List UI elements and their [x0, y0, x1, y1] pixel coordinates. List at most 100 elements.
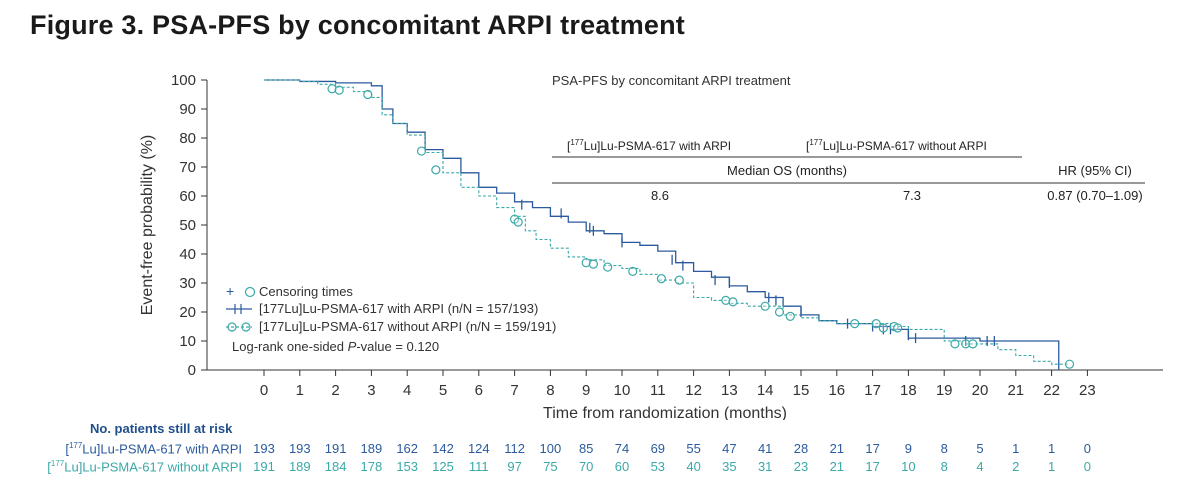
risk-value: 5: [976, 441, 984, 456]
censor-mark-without-arpi: [674, 275, 684, 285]
risk-value: 4: [976, 459, 984, 474]
risk-value: 8: [940, 441, 948, 456]
risk-value: 193: [288, 441, 311, 456]
risk-value: 2: [1012, 459, 1020, 474]
risk-value: 75: [543, 459, 558, 474]
censor-mark-without-arpi: [363, 89, 373, 100]
risk-value: 1: [1012, 441, 1020, 456]
x-tick-label: 19: [936, 382, 953, 399]
censor-mark-without-arpi: [603, 262, 613, 272]
censor-mark-without-arpi: [878, 323, 888, 333]
censor-mark-without-arpi: [850, 319, 860, 329]
risk-value: 124: [467, 441, 490, 456]
inset-hr-value: 0.87 (0.70–1.09): [1047, 188, 1142, 203]
risk-value: 21: [829, 441, 845, 456]
risk-value: 40: [686, 459, 701, 474]
censor-mark-without-arpi: [721, 295, 731, 305]
risk-value: 0: [1083, 459, 1091, 474]
legend-with-label: [177Lu]Lu-PSMA-617 with ARPI (n/N = 157/…: [259, 301, 538, 316]
y-axis-label: Event-free probability (%): [139, 135, 156, 316]
legend-without-marker-2: [241, 322, 251, 332]
risk-value: 9: [904, 441, 912, 456]
x-tick-label: 6: [475, 382, 483, 399]
censor-layer: [327, 84, 1075, 369]
risk-value: 21: [829, 459, 845, 474]
risk-value: 69: [650, 441, 666, 456]
legend-without-label: [177Lu]Lu-PSMA-617 without ARPI (n/N = 1…: [259, 319, 556, 334]
risk-value: 17: [865, 459, 880, 474]
risk-value: 100: [539, 441, 562, 456]
x-tick-label: 21: [1007, 382, 1024, 399]
risk-value: 85: [578, 441, 594, 456]
risk-value: 60: [614, 459, 630, 474]
logrank-text: Log-rank one-sided P-value = 0.120: [232, 339, 439, 354]
risk-row-label-without: [177Lu]Lu-PSMA-617 without ARPI: [47, 459, 242, 475]
risk-value: 189: [288, 459, 311, 474]
x-tick-label: 10: [614, 382, 631, 399]
x-tick-label: 16: [828, 382, 845, 399]
x-tick-label: 20: [972, 382, 989, 399]
risk-value: 0: [1083, 441, 1091, 456]
x-tick-label: 23: [1079, 382, 1096, 399]
y-tick-label: 10: [179, 333, 196, 350]
x-tick-label: 18: [900, 382, 917, 399]
inset-median-header: Median OS (months): [727, 163, 847, 178]
censor-mark-without-arpi: [416, 146, 427, 156]
risk-value: 53: [650, 459, 666, 474]
x-tick-label: 17: [864, 382, 881, 399]
risk-value: 31: [757, 459, 773, 474]
y-tick-label: 50: [179, 217, 196, 234]
x-tick-label: 1: [296, 382, 304, 399]
x-tick-label: 22: [1043, 382, 1060, 399]
inset-col-without: [177Lu]Lu-PSMA-617 without ARPI: [806, 138, 987, 153]
inset-median-without: 7.3: [903, 188, 921, 203]
legend-without-marker-1: [227, 322, 237, 332]
risk-value: 178: [360, 459, 383, 474]
legend-censor-circle: [244, 286, 256, 298]
risk-value: 189: [360, 441, 383, 456]
censor-mark-without-arpi: [785, 311, 795, 321]
censor-mark-without-arpi: [871, 319, 881, 329]
x-tick-label: 13: [721, 382, 738, 399]
risk-value: 142: [432, 441, 454, 456]
x-tick-label: 15: [793, 382, 810, 399]
y-tick-label: 90: [179, 101, 196, 118]
censor-mark-without-arpi: [760, 301, 770, 311]
y-tick-label: 80: [179, 130, 196, 147]
x-tick-label: 8: [546, 382, 554, 399]
censor-mark-without-arpi: [968, 339, 978, 349]
inset-col-with: [177Lu]Lu-PSMA-617 with ARPI: [567, 138, 731, 153]
risk-value: 112: [504, 441, 525, 456]
risk-value: 191: [324, 441, 347, 456]
censor-mark-without-arpi: [327, 84, 337, 94]
risk-value: 23: [793, 459, 809, 474]
y-tick-label: 40: [179, 246, 196, 263]
risk-value: 153: [396, 459, 419, 474]
risk-value: 10: [901, 459, 916, 474]
curves-layer: [264, 79, 1070, 370]
y-tick-label: 60: [179, 188, 196, 205]
x-tick-label: 11: [650, 382, 666, 399]
risk-value: 70: [578, 459, 594, 474]
y-tick-label: 20: [179, 304, 196, 321]
x-tick-label: 4: [403, 382, 411, 399]
censor-mark-without-arpi: [728, 297, 738, 307]
censor-mark-without-arpi: [581, 258, 591, 268]
legend-censor-plus: +: [226, 283, 234, 299]
censor-mark-without-arpi: [774, 307, 785, 317]
inset-hr-header: HR (95% CI): [1058, 163, 1132, 178]
risk-value: 1: [1047, 441, 1056, 456]
series-line-without-arpi: [264, 79, 1070, 365]
censor-mark-without-arpi: [334, 85, 344, 95]
risk-value: 35: [722, 459, 737, 474]
risk-value: 184: [324, 459, 347, 474]
y-tick-label: 30: [179, 275, 196, 292]
risk-value: 8: [940, 459, 948, 474]
x-tick-label: 12: [685, 382, 702, 399]
risk-value: 191: [253, 459, 275, 474]
x-tick-label: 2: [331, 382, 339, 399]
risk-value: 74: [614, 441, 630, 456]
censor-mark-without-arpi: [893, 323, 903, 333]
